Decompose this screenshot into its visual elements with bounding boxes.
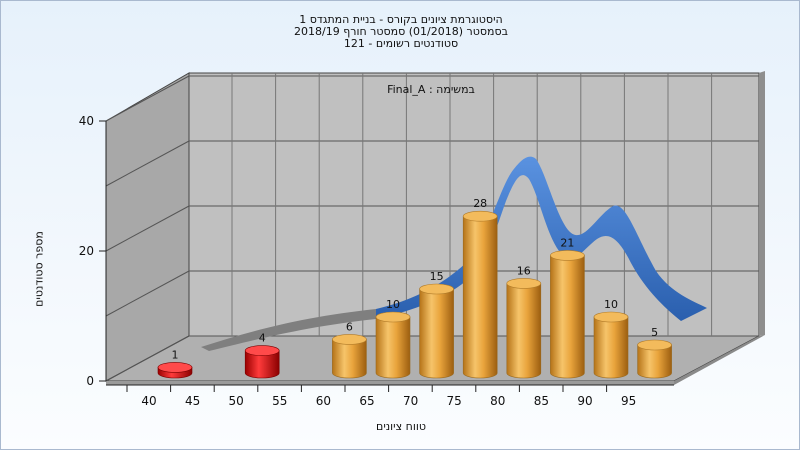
gridline-left-wall xyxy=(105,270,190,317)
bar-value-label: 10 xyxy=(386,298,400,311)
bar-value-label: 28 xyxy=(473,197,487,210)
bar-90: 10 xyxy=(593,298,629,379)
bar-value-label: 6 xyxy=(346,320,353,333)
bar-95: 5 xyxy=(637,326,672,379)
x-tick-label: 70 xyxy=(403,394,418,408)
x-tick-label: 60 xyxy=(316,394,331,408)
bar-40: 1 xyxy=(157,348,193,379)
bar-value-label: 21 xyxy=(560,236,574,249)
chart-subtitle-enrolled: סטודנטים רשומים - 121 xyxy=(343,37,459,50)
bar-top xyxy=(637,339,672,351)
y-axis-label: מספר סטודנטים xyxy=(32,231,46,307)
bar-body xyxy=(593,316,629,379)
x-tick-label: 45 xyxy=(185,394,200,408)
x-tick-label: 75 xyxy=(447,394,462,408)
gridline-left-wall xyxy=(105,205,190,252)
bar-body xyxy=(375,316,411,379)
x-tick-label: 80 xyxy=(490,394,505,408)
bar-value-label: 4 xyxy=(259,332,266,345)
gridline-left-wall xyxy=(105,335,190,382)
bar-value-label: 1 xyxy=(172,348,179,361)
bar-value-label: 10 xyxy=(604,298,618,311)
y-tick-label: 40 xyxy=(79,114,94,128)
bar-body xyxy=(637,344,672,379)
floor-edge xyxy=(106,381,674,385)
bar-body xyxy=(244,350,280,379)
gridline-left-wall xyxy=(105,75,190,122)
right-wall-edge xyxy=(759,71,765,336)
bar-top xyxy=(157,362,193,373)
bar-65: 10 xyxy=(375,298,411,379)
floor-edge-side xyxy=(674,335,765,385)
bar-top xyxy=(506,278,542,289)
x-tick-label: 55 xyxy=(272,394,287,408)
bar-85: 21 xyxy=(550,236,585,379)
y-tick-label: 20 xyxy=(79,244,94,258)
bar-top xyxy=(244,345,280,356)
chart-subtitle-semester: בסמסטר (01/2018) סמסטר חורף 2018/19 xyxy=(294,25,508,38)
chart-annotation: Final_A : במשימה xyxy=(387,83,475,96)
bar-75: 28 xyxy=(462,197,498,379)
x-axis: 40 45 50 55 60 65 70 75 80 85 90 95 xyxy=(106,384,674,408)
left-wall xyxy=(105,72,190,382)
bar-top xyxy=(550,250,585,261)
distribution-curve-flat xyxy=(201,309,376,351)
bar-60: 6 xyxy=(332,320,367,379)
x-tick-label: 40 xyxy=(141,394,156,408)
distribution-curve xyxy=(376,156,707,321)
bar-body xyxy=(419,288,454,379)
x-tick-label: 65 xyxy=(359,394,374,408)
x-tick-label: 50 xyxy=(229,394,244,408)
bar-body xyxy=(506,283,542,379)
chart-title: היסטוגרמת ציונים בקורס - בניית המתגדס 1 xyxy=(299,13,503,26)
bar-top xyxy=(419,283,454,295)
x-tick-label: 85 xyxy=(534,394,549,408)
bar-body xyxy=(332,339,367,379)
y-tick-label: 0 xyxy=(86,374,94,388)
bar-top xyxy=(593,311,629,323)
bar-50: 4 xyxy=(244,332,280,379)
bar-value-label: 16 xyxy=(517,264,531,277)
bar-body xyxy=(550,255,585,379)
bar-value-label: 15 xyxy=(430,270,444,283)
bar-top xyxy=(462,210,498,222)
y-axis: 0 20 40 xyxy=(79,114,107,388)
x-tick-label: 90 xyxy=(577,394,592,408)
bar-80: 16 xyxy=(506,264,542,379)
bar-value-label: 5 xyxy=(651,326,658,339)
bar-top xyxy=(332,334,367,345)
gridline-left-wall xyxy=(105,140,190,187)
bars: 1 4 6 10 15 28 16 21 10 5 xyxy=(157,197,672,379)
bar-70: 15 xyxy=(419,270,454,379)
x-tick-label: 95 xyxy=(621,394,636,408)
x-axis-label: טווח ציונים xyxy=(376,420,426,433)
bar-top xyxy=(375,311,411,323)
bar-body xyxy=(462,215,498,379)
